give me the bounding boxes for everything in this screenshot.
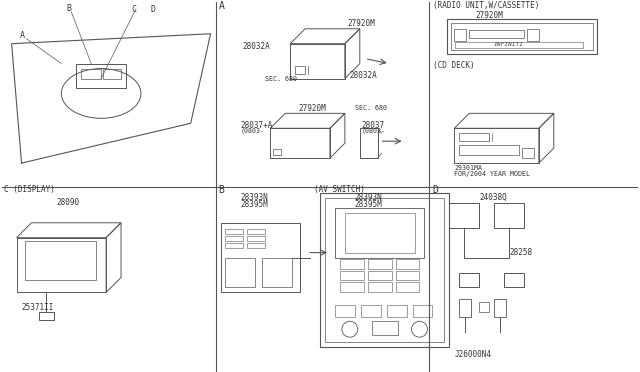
Text: A: A [218,1,225,11]
Text: 28037+A: 28037+A [241,121,273,130]
Text: 28393N: 28393N [355,193,383,202]
Bar [494,299,506,317]
Bar [40,312,54,320]
Bar [460,299,471,317]
Text: (0803-: (0803- [362,128,386,135]
Text: 25371II: 25371II [22,303,54,312]
Bar [335,305,355,317]
Bar [460,273,479,288]
Bar [387,305,406,317]
Text: 28032A: 28032A [243,42,270,51]
Bar [103,68,121,78]
Bar [368,259,392,269]
Bar [76,64,126,89]
Bar [447,19,596,54]
Bar [340,282,364,292]
Bar [527,29,539,41]
Bar [270,128,330,158]
Text: (RADIO UNIT,W/CASSETTE): (RADIO UNIT,W/CASSETTE) [433,1,540,10]
Bar [396,270,419,280]
Bar [504,273,524,288]
Bar [24,241,96,280]
Bar [81,68,101,78]
Bar [340,259,364,269]
Text: 28395M: 28395M [241,201,268,209]
Bar [325,198,444,342]
Text: 28090: 28090 [56,198,79,207]
Bar [368,270,392,280]
Text: D: D [433,185,438,195]
Text: (CD DECK): (CD DECK) [433,61,475,70]
Bar [248,236,266,241]
Text: SEC. 680: SEC. 680 [355,105,387,111]
Bar [273,149,281,155]
Bar [460,133,489,141]
Bar [345,213,415,253]
Bar [290,44,345,78]
Text: 27920M: 27920M [476,12,503,20]
Text: A: A [20,31,24,40]
Text: B: B [67,4,71,13]
Bar [361,305,381,317]
Bar [372,321,397,335]
Bar [221,223,300,292]
Text: (0803-: (0803- [241,128,264,135]
Bar [225,229,243,234]
Bar [396,259,419,269]
Bar [262,257,292,288]
Text: 28032A: 28032A [350,71,378,80]
Bar [248,243,266,248]
Text: 27920M: 27920M [298,104,326,113]
Text: 28393N: 28393N [241,193,268,202]
Bar [225,243,243,248]
Text: INFINITI: INFINITI [494,42,524,47]
Bar [479,302,489,312]
Text: J26000N4: J26000N4 [454,350,492,359]
Text: 28258: 28258 [509,248,532,257]
Bar [225,257,255,288]
Bar [451,23,593,50]
Bar [248,229,266,234]
Bar [295,65,305,74]
Bar [413,305,433,317]
Bar [225,236,243,241]
Bar [460,145,519,155]
Bar [454,29,467,41]
Text: C: C [131,5,136,15]
Text: B: B [218,185,225,195]
Text: D: D [151,5,156,15]
Bar [522,148,534,158]
Text: FOR/2004 YEAR MODEL: FOR/2004 YEAR MODEL [454,171,531,177]
Bar [449,203,479,228]
Bar [17,238,106,292]
Text: 24038Q: 24038Q [479,193,507,202]
Bar [320,193,449,347]
Bar [368,282,392,292]
Text: 27920M: 27920M [348,19,376,28]
Text: 28037: 28037 [362,121,385,130]
Text: (AV SWITCH): (AV SWITCH) [314,186,365,195]
Bar [340,270,364,280]
Text: 29301MA: 29301MA [454,165,483,171]
Text: 28395M: 28395M [355,201,383,209]
Text: SEC. 680: SEC. 680 [266,76,298,81]
Bar [469,30,524,38]
Bar [396,282,419,292]
Bar [455,42,582,48]
Text: C (DISPLAY): C (DISPLAY) [4,186,54,195]
Bar [360,128,378,158]
Bar [454,128,539,163]
Bar [494,203,524,228]
Bar [335,208,424,257]
